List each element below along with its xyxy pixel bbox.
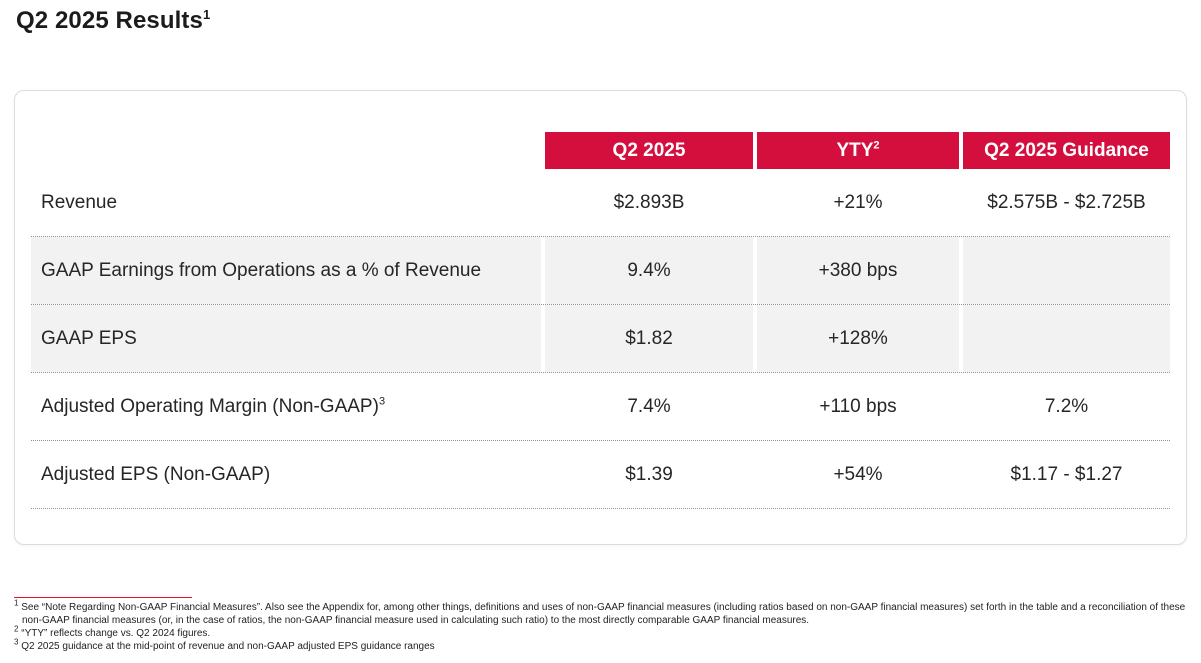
cell-q2-2025: $1.82	[545, 305, 753, 372]
cell-guidance: $2.575B - $2.725B	[987, 191, 1146, 213]
column-header-q2-2025: Q2 2025	[545, 132, 753, 169]
footnote-2: 2 “YTY” reflects change vs. Q2 2024 figu…	[14, 624, 1187, 640]
column-header-superscript: 2	[873, 139, 880, 152]
cell-yty: +128%	[757, 305, 959, 372]
row-label-text: Adjusted EPS (Non-GAAP)	[41, 463, 271, 485]
column-header-label: YTY	[836, 140, 874, 161]
cell-yty: +21%	[833, 191, 883, 213]
row-label: Revenue	[31, 169, 541, 236]
cell-q2-2025: $1.39	[625, 463, 673, 485]
column-header-label: Q2 2025	[612, 140, 686, 161]
footnotes: 1 See “Note Regarding Non-GAAP Financial…	[14, 598, 1187, 653]
table-row-adjusted-eps: Adjusted EPS (Non-GAAP) $1.39 +54% $1.17…	[31, 441, 1170, 509]
footnote-marker: 2	[14, 624, 19, 634]
cell-yty: +110 bps	[819, 395, 897, 417]
row-label-text: Adjusted Operating Margin (Non-GAAP)	[41, 395, 379, 417]
footnote-marker: 1	[14, 598, 19, 608]
footnote-text: Q2 2025 guidance at the mid-point of rev…	[21, 641, 435, 652]
row-label-text: Revenue	[41, 191, 118, 213]
cell-guidance	[963, 237, 1170, 304]
table-row-adjusted-operating-margin: Adjusted Operating Margin (Non-GAAP)3 7.…	[31, 373, 1170, 441]
footnote-3: 3 Q2 2025 guidance at the mid-point of r…	[14, 637, 1187, 653]
footnote-1: 1 See “Note Regarding Non-GAAP Financial…	[14, 598, 1187, 627]
row-label-superscript: 3	[378, 395, 386, 408]
row-label: GAAP EPS	[31, 305, 541, 372]
row-label: Adjusted EPS (Non-GAAP)	[31, 441, 541, 508]
footnote-separator-rule	[14, 597, 192, 598]
table-row-gaap-earnings-margin: GAAP Earnings from Operations as a % of …	[31, 237, 1170, 305]
footnote-marker: 3	[14, 637, 19, 647]
cell-yty: +54%	[833, 463, 883, 485]
footnote-text: “YTY” reflects change vs. Q2 2024 figure…	[21, 628, 211, 639]
row-label: Adjusted Operating Margin (Non-GAAP)3	[31, 373, 541, 440]
page-title-superscript: 1	[202, 7, 211, 22]
table-row-gaap-eps: GAAP EPS $1.82 +128%	[31, 305, 1170, 373]
cell-yty: +380 bps	[757, 237, 959, 304]
column-header-label: Q2 2025 Guidance	[984, 140, 1149, 161]
table-row-revenue: Revenue $2.893B +21% $2.575B - $2.725B	[31, 169, 1170, 237]
cell-q2-2025: 9.4%	[545, 237, 753, 304]
row-label-text: GAAP EPS	[41, 327, 137, 349]
footnote-text: See “Note Regarding Non-GAAP Financial M…	[21, 602, 1186, 626]
row-label: GAAP Earnings from Operations as a % of …	[31, 237, 541, 304]
column-header-yty: YTY2	[757, 132, 959, 169]
results-card: Q2 2025 YTY2 Q2 2025 Guidance Revenue $2…	[14, 90, 1187, 545]
page-title: Q2 2025 Results1	[16, 7, 210, 35]
page-title-text: Q2 2025 Results	[16, 7, 203, 34]
column-header-q2-2025-guidance: Q2 2025 Guidance	[963, 132, 1170, 169]
cell-guidance	[963, 305, 1170, 372]
column-header-spacer	[31, 132, 541, 169]
cell-q2-2025: $2.893B	[613, 191, 685, 213]
cell-guidance: $1.17 - $1.27	[1010, 463, 1123, 485]
table-header-row: Q2 2025 YTY2 Q2 2025 Guidance	[31, 132, 1170, 169]
row-label-text: GAAP Earnings from Operations as a % of …	[41, 259, 482, 281]
cell-guidance: 7.2%	[1044, 395, 1089, 417]
cell-q2-2025: 7.4%	[627, 395, 671, 417]
